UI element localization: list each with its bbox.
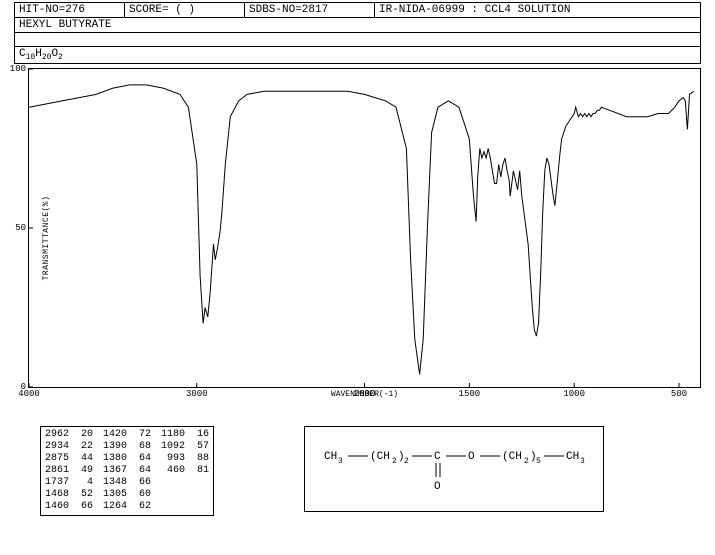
svg-text:CH: CH — [566, 451, 579, 463]
peak-column: 2962 20 2934 22 2875 44 2861 49 1737 4 1… — [45, 429, 93, 513]
svg-text:C: C — [434, 451, 441, 463]
score-cell: SCORE= ( ) — [125, 3, 245, 17]
svg-text:(CH: (CH — [502, 451, 522, 463]
structure-svg: CH 3 (CH 2 ) 2 C O (CH 2 ) 5 CH 3 O — [321, 439, 587, 499]
x-tick-label: 2000 — [354, 387, 376, 399]
x-tick-label: 500 — [671, 387, 687, 399]
x-tick-label: 1000 — [563, 387, 585, 399]
peak-table: 2962 20 2934 22 2875 44 2861 49 1737 4 1… — [40, 426, 214, 516]
svg-text:5: 5 — [536, 457, 541, 466]
svg-text:2: 2 — [392, 457, 397, 466]
x-tick-label: 3000 — [186, 387, 208, 399]
peak-column: 1420 72 1390 68 1380 64 1367 64 1348 66 … — [103, 429, 151, 513]
svg-text:O: O — [434, 481, 441, 493]
x-tick-label: 4000 — [18, 387, 40, 399]
peak-column: 1180 16 1092 57 993 88 460 81 — [161, 429, 209, 513]
sdbs-no-cell: SDBS-NO=2817 — [245, 3, 375, 17]
svg-text:CH: CH — [324, 451, 337, 463]
compound-name-row: HEXYL BUTYRATE — [14, 18, 701, 33]
svg-text:2: 2 — [524, 457, 529, 466]
svg-text:3: 3 — [580, 457, 585, 466]
bottom-row: 2962 20 2934 22 2875 44 2861 49 1737 4 1… — [40, 426, 701, 516]
plot-region: 050100 40003000200015001000500 — [28, 68, 701, 388]
svg-text:3: 3 — [338, 457, 343, 466]
svg-text:(CH: (CH — [370, 451, 390, 463]
header-row: HIT-NO=276 SCORE= ( ) SDBS-NO=2817 IR-NI… — [14, 2, 701, 18]
spectrum-chart: TRANSMITTANCE(%) 050100 4000300020001500… — [28, 68, 701, 408]
svg-text:O: O — [468, 451, 475, 463]
blank-row — [14, 33, 701, 47]
structure-box: CH 3 (CH 2 ) 2 C O (CH 2 ) 5 CH 3 O — [304, 426, 604, 512]
ir-info-cell: IR-NIDA-06999 : CCL4 SOLUTION — [375, 3, 700, 17]
y-tick-label: 50 — [15, 223, 29, 233]
y-tick-label: 100 — [10, 64, 29, 74]
x-tick-label: 1500 — [459, 387, 481, 399]
hit-no-cell: HIT-NO=276 — [15, 3, 125, 17]
formula-row: C10H20O2 — [14, 47, 701, 64]
spectrum-line — [29, 69, 700, 387]
svg-text:2: 2 — [404, 457, 409, 466]
